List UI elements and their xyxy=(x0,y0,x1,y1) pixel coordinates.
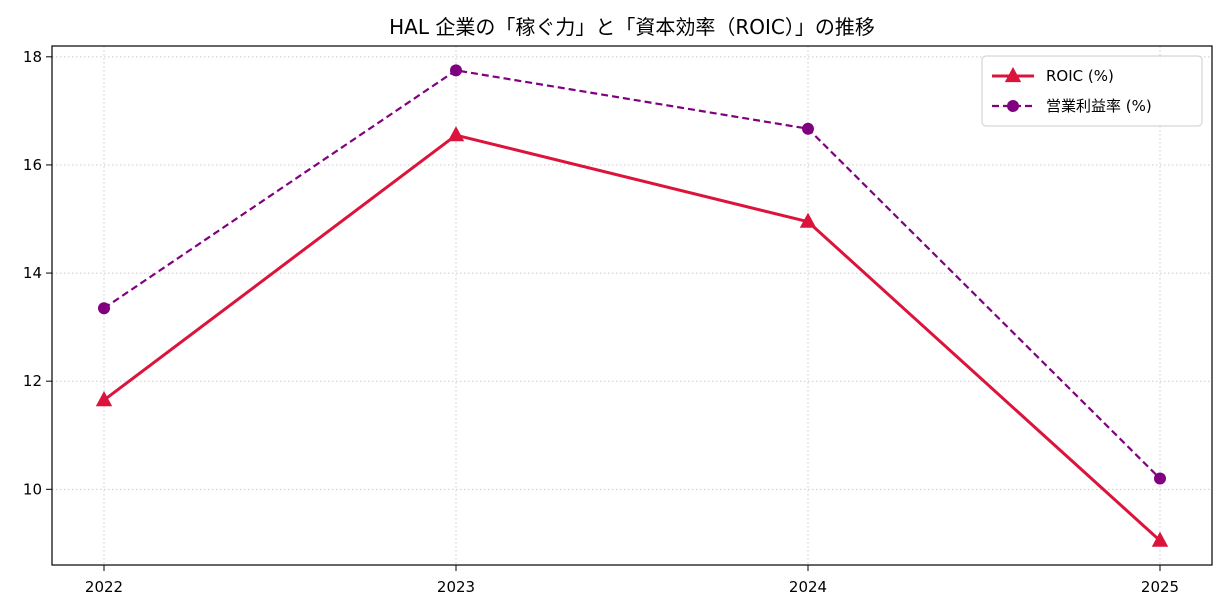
data-point-triangle xyxy=(1151,531,1169,547)
series-line xyxy=(103,133,1162,542)
data-point-circle xyxy=(98,302,110,315)
y-tick-label: 14 xyxy=(23,264,42,282)
axes: 2022 2023 2024 2025 10 12 14 16 18 xyxy=(23,48,1179,596)
x-tick-label: 2022 xyxy=(85,578,123,596)
data-point-circle xyxy=(802,122,814,135)
series-1 xyxy=(95,126,1169,547)
data-point-triangle xyxy=(447,126,465,142)
legend-item: ROIC (%) xyxy=(992,66,1114,85)
y-tick-label: 10 xyxy=(23,480,42,498)
legend-item: 営業利益率 (%) xyxy=(992,97,1152,115)
data-point-triangle xyxy=(1004,66,1022,83)
y-tick-label: 18 xyxy=(23,48,42,66)
data-point-triangle xyxy=(95,391,113,407)
y-tick-label: 16 xyxy=(23,156,42,174)
legend-label: 営業利益率 (%) xyxy=(1046,97,1152,115)
y-tick-label: 12 xyxy=(23,372,42,390)
series-line xyxy=(103,69,1161,480)
x-tick-label: 2024 xyxy=(789,578,827,596)
x-tick-label: 2025 xyxy=(1141,578,1179,596)
legend: ROIC (%) 営業利益率 (%) xyxy=(981,55,1203,127)
series xyxy=(95,64,1169,547)
legend-box xyxy=(981,55,1203,127)
data-point-circle xyxy=(1007,100,1019,112)
x-tick-label: 2023 xyxy=(437,578,475,596)
data-point-circle xyxy=(1154,472,1166,485)
series-2 xyxy=(98,64,1166,485)
chart-title: HAL 企業の「稼ぐ力」と「資本効率（ROIC）」の推移 xyxy=(389,15,875,39)
plot-frame xyxy=(51,45,1213,566)
data-point-circle xyxy=(450,64,462,77)
legend-label: ROIC (%) xyxy=(1046,67,1114,85)
data-point-triangle xyxy=(799,212,817,228)
